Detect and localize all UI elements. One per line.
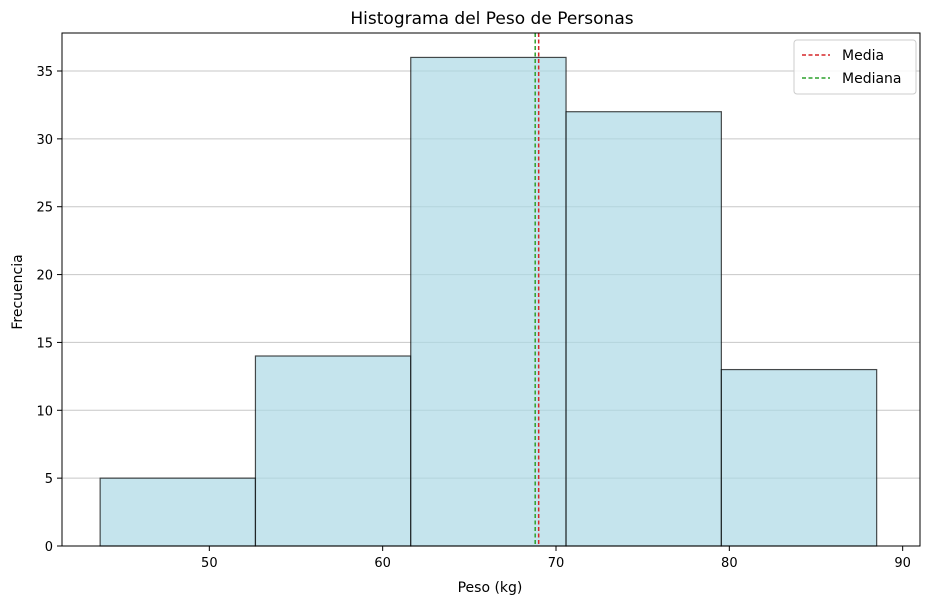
- y-tick-label-0: 0: [45, 540, 53, 555]
- histogram-bar-1: [99, 477, 257, 547]
- plot-frame: [61, 32, 921, 547]
- y-tick-label-15: 15: [36, 336, 53, 351]
- y-tick-label-5: 5: [45, 472, 53, 487]
- chart-title: Histograma del Peso de Personas: [350, 9, 633, 29]
- y-tick-label-35: 35: [36, 65, 53, 80]
- histogram-bar-4: [565, 111, 722, 547]
- reference-lines: [534, 33, 540, 546]
- histogram-bars: [99, 56, 878, 547]
- x-tick-label-80: 80: [721, 556, 738, 571]
- legend-label-mediana: Mediana: [842, 71, 902, 87]
- y-tick-label-10: 10: [36, 404, 53, 419]
- legend-box: [793, 39, 917, 95]
- histogram-bar-3: [410, 56, 567, 547]
- histogram-bar-2: [254, 355, 412, 547]
- axis-ticks: 50 60 70 80 90 0 5 10 15 20 25 30 35: [36, 65, 910, 571]
- x-tick-label-70: 70: [548, 556, 565, 571]
- axes-frame: [61, 32, 921, 547]
- x-tick-label-50: 50: [201, 556, 218, 571]
- y-tick-label-25: 25: [36, 201, 53, 216]
- x-axis-label: Peso (kg): [458, 580, 523, 596]
- y-tick-label-30: 30: [36, 133, 53, 148]
- legend-label-media: Media: [842, 48, 884, 64]
- x-tick-label-60: 60: [374, 556, 391, 571]
- y-tick-label-20: 20: [36, 269, 53, 284]
- legend: Media Mediana: [793, 39, 917, 95]
- x-tick-label-90: 90: [894, 556, 911, 571]
- histogram-bar-5: [720, 368, 878, 547]
- y-axis-label: Frecuencia: [10, 254, 26, 329]
